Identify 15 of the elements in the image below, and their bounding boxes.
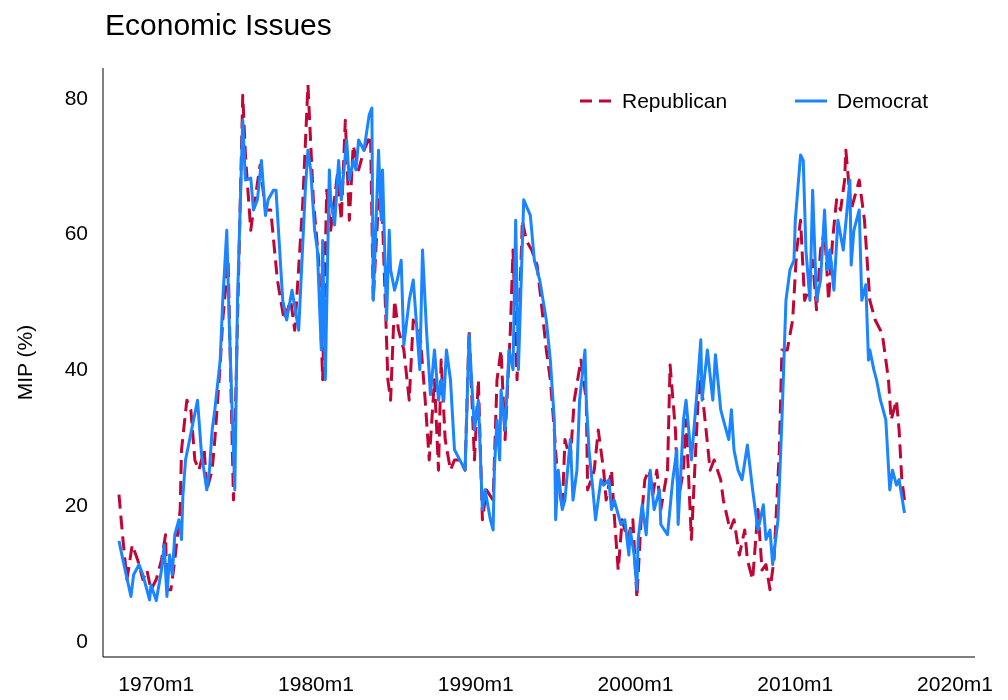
- y-tick-label: 0: [76, 629, 88, 653]
- chart-title: Economic Issues: [105, 8, 332, 41]
- y-tick-label: 60: [64, 221, 88, 245]
- x-tick-label: 2020m1: [917, 672, 993, 695]
- x-tick-label: 1970m1: [118, 672, 195, 695]
- y-axis-title: MIP (%): [13, 324, 36, 401]
- y-tick-label: 20: [64, 493, 88, 517]
- y-tick-label: 40: [64, 357, 88, 381]
- legend-label: Democrat: [837, 89, 929, 113]
- y-tick-label: 80: [64, 85, 88, 109]
- x-tick-label: 2000m1: [597, 672, 674, 695]
- x-tick-label: 1990m1: [437, 672, 514, 695]
- legend-label: Republican: [622, 89, 728, 113]
- x-tick-label: 2010m1: [757, 672, 834, 695]
- x-tick-label: 1980m1: [278, 672, 354, 695]
